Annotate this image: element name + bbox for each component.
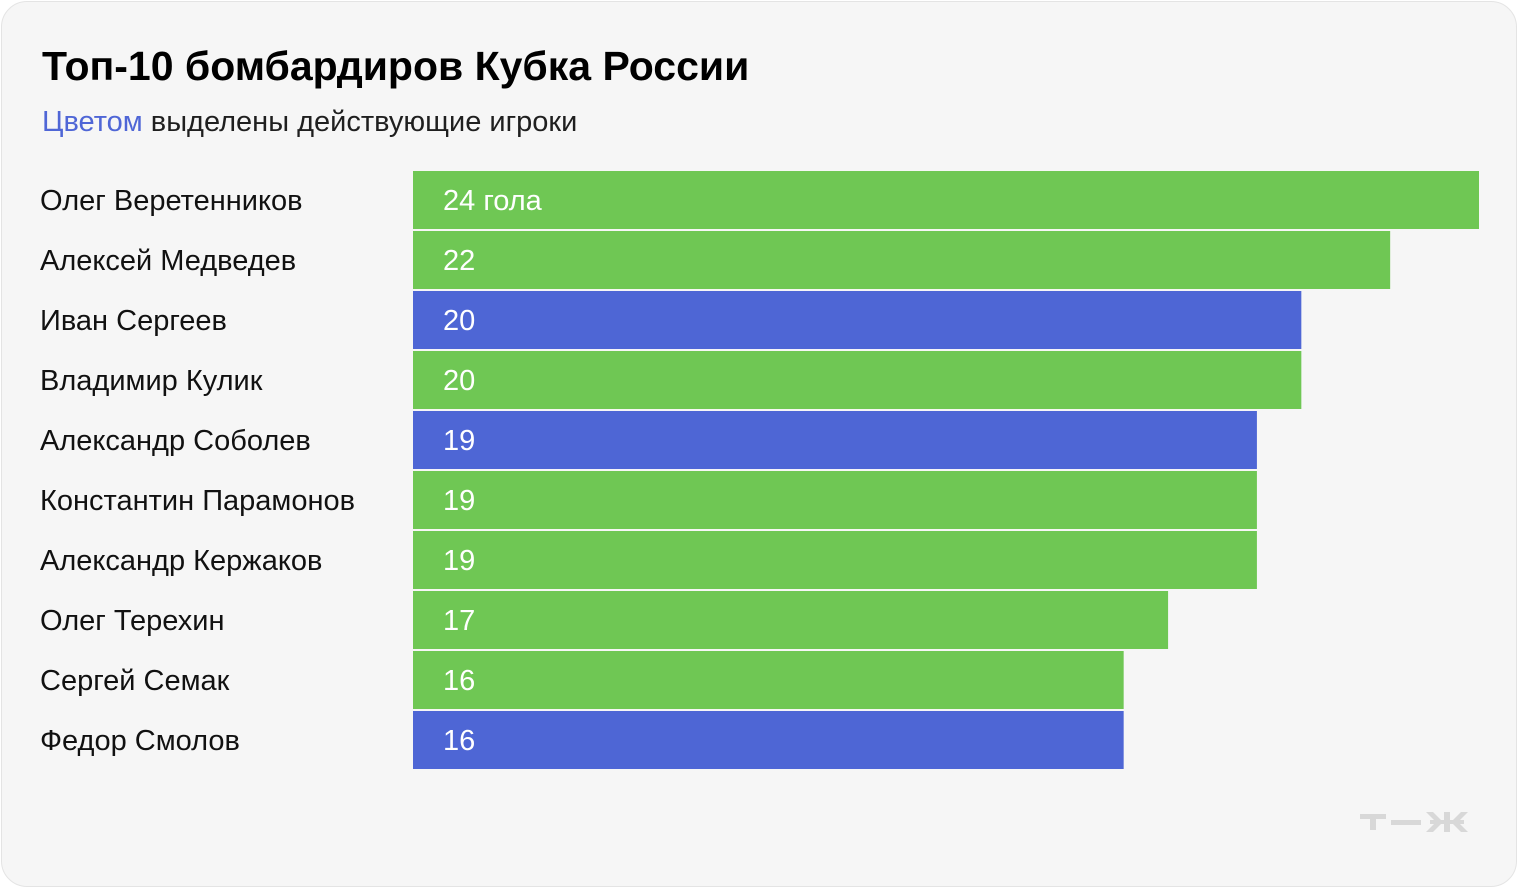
- category-label: Александр Кержаков: [40, 545, 322, 577]
- bar-value-label: 22: [443, 245, 475, 277]
- category-label: Сергей Семак: [40, 665, 230, 697]
- bar: [413, 591, 1169, 649]
- category-label: Федор Смолов: [40, 725, 240, 757]
- bar-value-label: 24 гола: [443, 185, 543, 217]
- category-label: Иван Сергеев: [40, 305, 227, 337]
- category-label: Владимир Кулик: [40, 365, 263, 397]
- subtitle-rest: выделены действующие игроки: [142, 106, 578, 138]
- bar: [413, 351, 1302, 409]
- category-label: Олег Терехин: [40, 605, 224, 637]
- bar: [413, 171, 1479, 229]
- bar: [413, 471, 1257, 529]
- bar-value-label: 19: [443, 425, 475, 457]
- category-label: Константин Парамонов: [40, 485, 355, 517]
- bar: [413, 531, 1257, 589]
- chart-title: Топ-10 бомбардиров Кубка России: [42, 43, 750, 89]
- category-label: Алексей Медведев: [40, 245, 296, 277]
- bar: [413, 291, 1302, 349]
- bar: [413, 651, 1124, 709]
- bar: [413, 411, 1257, 469]
- bar-value-label: 20: [443, 365, 475, 397]
- bar-value-label: 19: [443, 485, 475, 517]
- bar-value-label: 16: [443, 665, 475, 697]
- chart-subtitle: Цветом выделены действующие игроки: [42, 104, 577, 140]
- tzh-logo-icon: [1360, 812, 1468, 832]
- bar-value-label: 17: [443, 605, 475, 637]
- bar-value-label: 16: [443, 725, 475, 757]
- bar: [413, 711, 1124, 769]
- bar: [413, 231, 1391, 289]
- category-label: Олег Веретенников: [40, 185, 303, 217]
- bar-value-label: 19: [443, 545, 475, 577]
- bar-value-label: 20: [443, 305, 475, 337]
- subtitle-accent-word: Цветом: [42, 106, 143, 138]
- category-label: Александр Соболев: [40, 425, 311, 457]
